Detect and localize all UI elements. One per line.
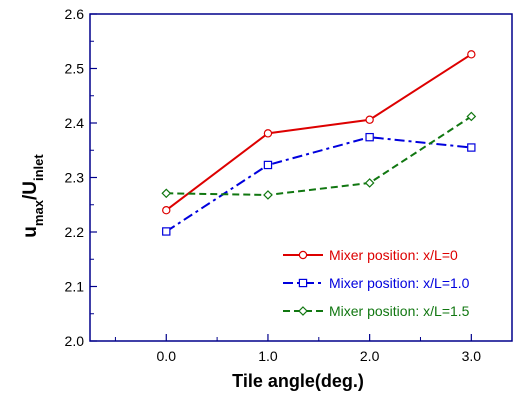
legend-label: Mixer position: x/L=0	[329, 247, 458, 263]
y-axis-label-U-sub: inlet	[31, 154, 46, 181]
x-axis-label: Tile angle(deg.)	[232, 371, 364, 391]
y-axis-label-u-sub: max	[31, 199, 46, 226]
data-point	[162, 227, 171, 236]
legend-item-1: Mixer position: x/L=0	[283, 247, 458, 263]
y-tick-label: 2.6	[65, 6, 85, 22]
x-tick-label: 1.0	[258, 348, 278, 364]
x-tick-label: 3.0	[462, 348, 482, 364]
series-line	[166, 115, 472, 196]
legend-label: Mixer position: x/L=1.5	[329, 303, 470, 319]
legend-item-2: Mixer position: x/L=1.0	[283, 275, 470, 291]
x-tick-label: 2.0	[360, 348, 380, 364]
data-point	[365, 115, 374, 124]
y-tick-label: 2.5	[65, 61, 85, 77]
y-tick-label: 2.2	[65, 224, 85, 240]
y-tick-label: 2.0	[65, 333, 85, 349]
data-point	[263, 190, 273, 200]
data-point	[263, 129, 273, 138]
y-tick-label: 2.4	[65, 115, 85, 131]
plot-frame	[89, 13, 513, 342]
series-line	[165, 136, 472, 233]
data-point	[263, 160, 273, 170]
y-tick-label: 2.3	[65, 170, 85, 186]
y-axis-label-U: U	[20, 181, 41, 195]
legend: Mixer position: x/L=0 Mixer position: x/L…	[283, 247, 470, 319]
legend-marker	[298, 250, 308, 260]
legend-marker	[298, 306, 308, 316]
legend-label: Mixer position: x/L=1.0	[329, 275, 470, 291]
y-axis-label-u: u	[20, 226, 41, 238]
y-axis-label-slash: /	[20, 194, 41, 200]
legend-item-3: Mixer position: x/L=1.5	[283, 303, 470, 319]
data-point	[365, 132, 374, 142]
series-3	[161, 111, 477, 200]
data-point	[467, 50, 476, 59]
legend-marker	[298, 278, 308, 288]
data-point	[364, 178, 375, 188]
series-layer	[161, 50, 477, 236]
x-tick-label: 0.0	[157, 348, 177, 364]
y-tick-label: 2.1	[65, 279, 85, 295]
data-point	[466, 111, 477, 122]
data-point	[467, 143, 476, 152]
axes: 2.0 2.1 2.2 2.3 2.4 2.5 2.6 0.0 1.0 2.0 3.0	[65, 6, 513, 364]
y-axis-label: umax/Uinlet	[20, 154, 46, 238]
series-line	[165, 53, 472, 211]
data-point	[161, 188, 172, 199]
series-1	[162, 50, 476, 215]
series-2	[162, 132, 476, 236]
svg-text:umax/Uinlet: umax/Uinlet	[20, 154, 46, 238]
data-point	[162, 205, 171, 215]
